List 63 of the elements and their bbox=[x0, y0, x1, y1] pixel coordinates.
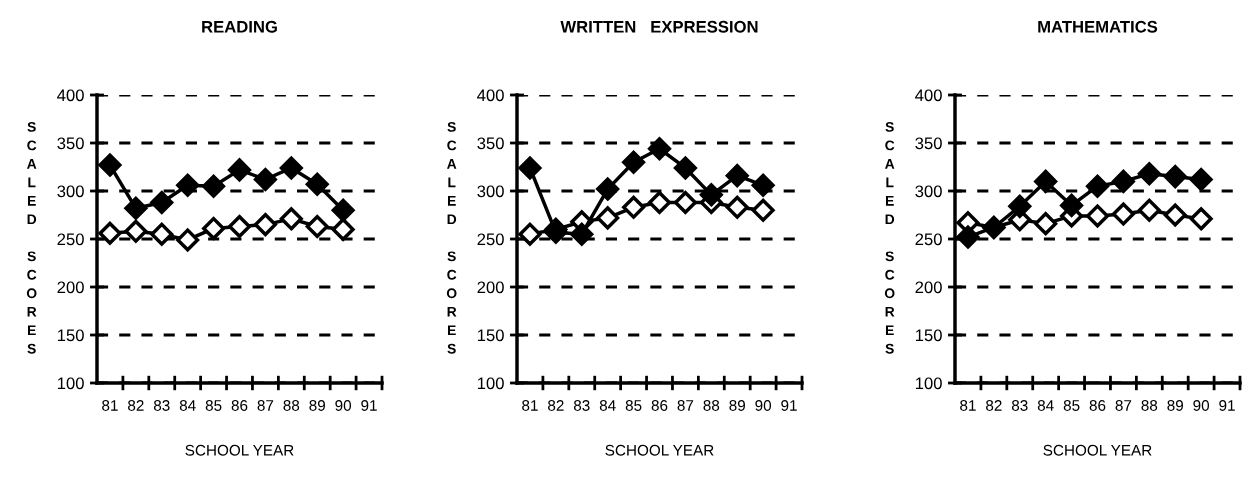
y-tick-label: 400 bbox=[477, 89, 504, 102]
x-tick-label: 83 bbox=[573, 400, 590, 411]
x-tick-label: 87 bbox=[257, 400, 274, 411]
x-tick-label: 87 bbox=[1115, 400, 1132, 411]
x-tick-label: 81 bbox=[102, 400, 118, 411]
x-tick-label: 91 bbox=[361, 400, 377, 411]
y-tick-label: 350 bbox=[477, 137, 504, 150]
y-tick-label: 400 bbox=[57, 89, 84, 102]
x-tick-label: 90 bbox=[755, 400, 772, 411]
x-tick-label: 90 bbox=[335, 400, 352, 411]
y-tick-label: 100 bbox=[915, 377, 942, 390]
x-tick-label: 84 bbox=[1037, 400, 1054, 411]
y-tick-label: 200 bbox=[915, 281, 942, 294]
x-axis-title: SCHOOL YEAR bbox=[1043, 444, 1152, 456]
y-tick-label: 100 bbox=[57, 377, 84, 390]
y-tick-label: 150 bbox=[477, 329, 504, 342]
y-tick-label: 350 bbox=[57, 137, 84, 150]
x-tick-label: 90 bbox=[1193, 400, 1210, 411]
x-tick-label: 87 bbox=[677, 400, 694, 411]
text: SCALED SCORES bbox=[884, 122, 895, 354]
x-tick-label: 86 bbox=[651, 400, 668, 411]
x-axis-title: SCHOOL YEAR bbox=[185, 444, 294, 456]
x-tick-label: 89 bbox=[729, 400, 745, 411]
y-tick-label: 300 bbox=[57, 185, 84, 198]
x-tick-label: 82 bbox=[128, 400, 144, 411]
x-tick-label: 91 bbox=[781, 400, 797, 411]
x-tick-label: 85 bbox=[205, 400, 222, 411]
x-tick-label: 88 bbox=[703, 400, 720, 411]
x-tick-label: 88 bbox=[1141, 400, 1158, 411]
y-tick-label: 300 bbox=[915, 185, 942, 198]
x-tick-label: 84 bbox=[179, 400, 196, 411]
x-tick-label: 81 bbox=[960, 400, 976, 411]
x-tick-label: 86 bbox=[1089, 400, 1106, 411]
y-tick-label: 250 bbox=[915, 233, 942, 246]
y-tick-label: 200 bbox=[477, 281, 504, 294]
y-tick-label: 250 bbox=[477, 233, 504, 246]
y-tick-label: 350 bbox=[915, 137, 942, 150]
x-tick-label: 85 bbox=[1063, 400, 1080, 411]
x-tick-label: 89 bbox=[1167, 400, 1183, 411]
y-tick-label: 200 bbox=[57, 281, 84, 294]
x-tick-label: 82 bbox=[986, 400, 1002, 411]
chart-title: READING bbox=[202, 20, 277, 33]
y-tick-label: 150 bbox=[57, 329, 84, 342]
x-tick-label: 85 bbox=[625, 400, 642, 411]
chart-title: WRITTEN EXPRESSION bbox=[560, 20, 758, 33]
x-tick-label: 86 bbox=[231, 400, 248, 411]
y-tick-label: 400 bbox=[915, 89, 942, 102]
x-tick-label: 89 bbox=[309, 400, 325, 411]
x-tick-label: 84 bbox=[599, 400, 616, 411]
text: SCALED SCORES bbox=[446, 122, 457, 354]
chart-title: MATHEMATICS bbox=[1038, 20, 1158, 33]
x-tick-label: 88 bbox=[283, 400, 300, 411]
text: SCALED SCORES bbox=[26, 122, 37, 354]
x-tick-label: 81 bbox=[522, 400, 538, 411]
y-tick-label: 100 bbox=[477, 377, 504, 390]
y-tick-label: 250 bbox=[57, 233, 84, 246]
x-tick-label: 83 bbox=[1011, 400, 1028, 411]
x-tick-label: 91 bbox=[1219, 400, 1235, 411]
x-tick-label: 82 bbox=[548, 400, 564, 411]
y-tick-label: 150 bbox=[915, 329, 942, 342]
y-tick-label: 300 bbox=[477, 185, 504, 198]
x-axis-title: SCHOOL YEAR bbox=[605, 444, 714, 456]
x-tick-label: 83 bbox=[153, 400, 170, 411]
